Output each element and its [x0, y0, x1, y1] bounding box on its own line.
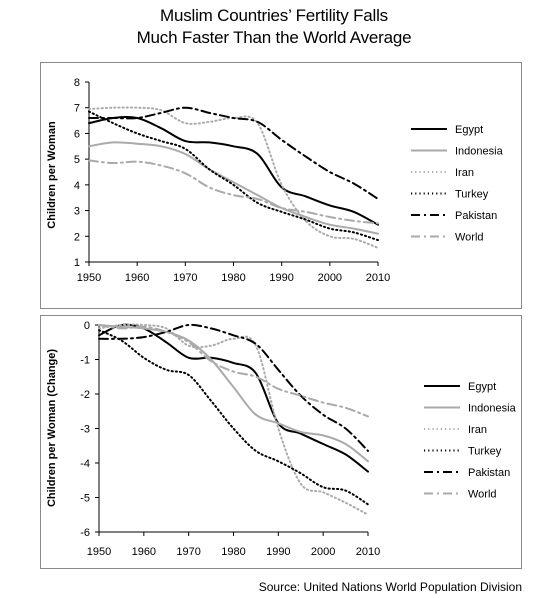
y-tick-label: 1 — [74, 257, 80, 269]
x-tick-label: 1980 — [221, 272, 245, 284]
series-line-turkey — [98, 329, 369, 506]
x-tick-label: 2000 — [318, 272, 342, 284]
series-line-indonesia — [88, 141, 379, 235]
y-tick-label: -4 — [80, 458, 90, 470]
y-tick-label: -2 — [80, 389, 90, 401]
y-tick-label: -1 — [80, 355, 90, 367]
series-line-world — [88, 159, 379, 225]
series-line-world — [98, 324, 369, 418]
y-tick-label: 5 — [74, 154, 80, 166]
fertility-change-chart: 0 -1 -2 -3 -4 -5 -6 1950 1960 1970 1980 1990 2000 201… — [46, 320, 517, 558]
y-tick-label: 8 — [74, 77, 80, 89]
legend-label-iran: Iran — [468, 424, 487, 436]
x-tick-label: 1950 — [87, 546, 111, 558]
fertility-chart: 1 2 3 4 5 6 7 8 1950 1960 1970 1980 1990 2000 2010 Chil… — [46, 77, 504, 284]
legend-label-egypt: Egypt — [455, 124, 483, 136]
series-line-iran — [88, 106, 379, 249]
series-line-turkey — [88, 110, 379, 242]
x-tick-label: 1950 — [77, 272, 101, 284]
y-tick-label: -3 — [80, 424, 90, 436]
series-line-pakistan — [98, 323, 369, 452]
series-line-iran — [98, 323, 369, 516]
legend-label-iran: Iran — [455, 167, 474, 179]
y-tick-label: 7 — [74, 103, 80, 115]
y-tick-label: 3 — [74, 206, 80, 218]
legend-label-egypt: Egypt — [468, 381, 496, 393]
source-note: Source: United Nations World Population … — [258, 580, 522, 594]
chart-title-line-1: Muslim Countries’ Fertility Falls — [160, 6, 388, 25]
legend-label-turkey: Turkey — [468, 446, 502, 458]
legend-label-indonesia: Indonesia — [468, 403, 517, 415]
fertility-chart-panel: 1 2 3 4 5 6 7 8 1950 1960 1970 1980 1990 2000 2010 Chil… — [40, 62, 522, 309]
x-tick-label: 1960 — [132, 546, 156, 558]
y-tick-label: 0 — [84, 320, 90, 332]
series-line-egypt — [98, 323, 369, 473]
x-tick-label: 2010 — [356, 546, 380, 558]
x-tick-label: 2010 — [366, 272, 390, 284]
y-tick-label: 4 — [74, 180, 80, 192]
fertility-change-chart-panel: 0 -1 -2 -3 -4 -5 -6 1950 1960 1970 1980 1990 2000 201… — [40, 315, 522, 569]
y-axis-label: Children per Woman — [46, 121, 58, 229]
x-tick-label: 2000 — [311, 546, 335, 558]
legend-label-turkey: Turkey — [455, 189, 489, 201]
legend-label-world: World — [455, 232, 484, 244]
legend-label-indonesia: Indonesia — [455, 146, 504, 158]
chart-title-line-2: Much Faster Than the World Average — [136, 28, 412, 47]
x-tick-label: 1970 — [176, 546, 200, 558]
y-tick-label: -6 — [80, 527, 90, 539]
y-tick-label: 6 — [74, 128, 80, 140]
legend-label-pakistan: Pakistan — [455, 210, 497, 222]
x-tick-label: 1990 — [266, 546, 290, 558]
x-tick-label: 1980 — [221, 546, 245, 558]
legend-label-world: World — [468, 489, 497, 501]
x-tick-label: 1960 — [125, 272, 149, 284]
series-line-egypt — [88, 116, 379, 226]
series-line-indonesia — [98, 324, 369, 463]
y-tick-label: 2 — [74, 231, 80, 243]
x-tick-label: 1990 — [269, 272, 293, 284]
x-tick-label: 1970 — [173, 272, 197, 284]
legend-label-pakistan: Pakistan — [468, 467, 510, 479]
series-line-pakistan — [88, 106, 379, 200]
y-axis-label: Children per Woman (Change) — [46, 349, 58, 507]
y-tick-label: -5 — [80, 493, 90, 505]
